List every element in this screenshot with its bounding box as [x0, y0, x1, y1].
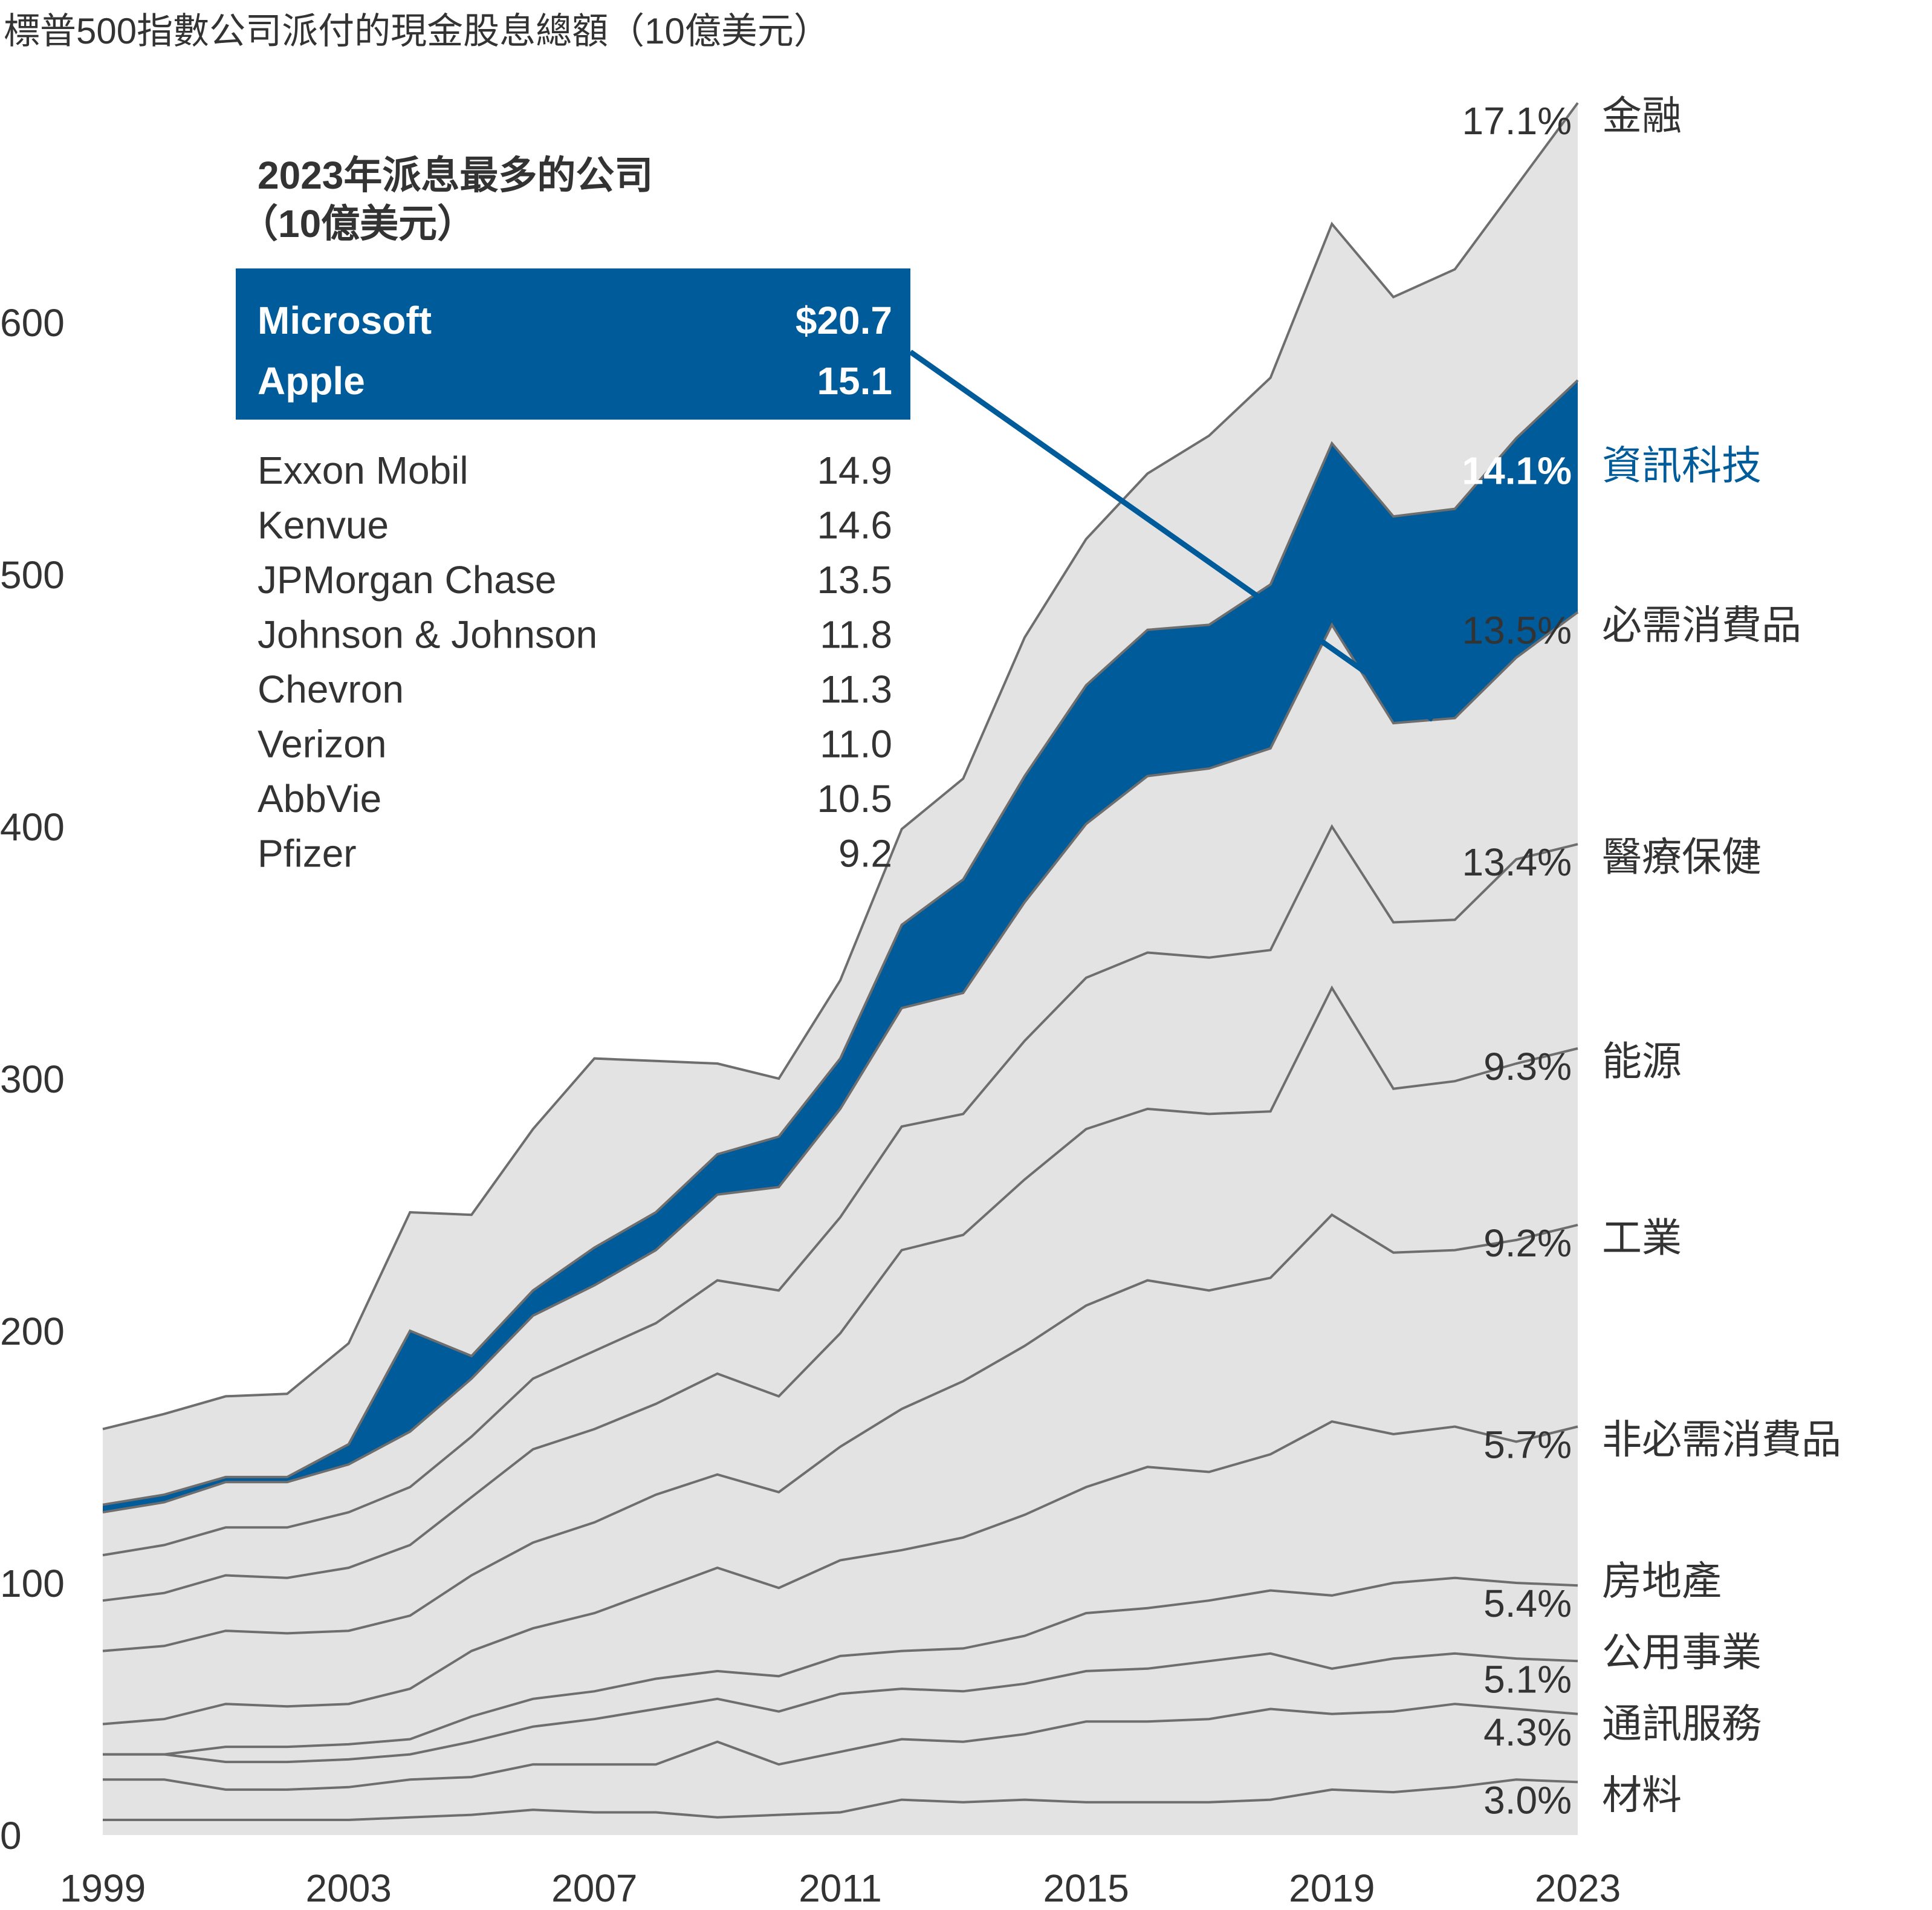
- top-payers-inset: 2023年派息最多的公司 （10億美元） Microsoft $20.7 Apple…: [236, 154, 1434, 875]
- line-公用事業: [103, 1652, 1578, 1764]
- pct-label-材料: 3.0%: [1483, 1778, 1572, 1822]
- highlight-value: $20.7: [796, 299, 892, 342]
- x-tick-label: 1999: [60, 1866, 146, 1910]
- line-金融: [102, 102, 1579, 1431]
- pct-label-通訊服務: 4.3%: [1483, 1710, 1572, 1754]
- sector-label-通訊服務: 通訊服務: [1602, 1701, 1762, 1746]
- company-value: 11.8: [820, 613, 892, 657]
- x-tick-label: 2015: [1043, 1866, 1129, 1910]
- area-公用事業: [103, 1653, 1578, 1790]
- x-tick-label: 2019: [1289, 1866, 1375, 1910]
- highlight-company: Microsoft: [258, 299, 432, 342]
- area-必需消費品: [103, 612, 1578, 1556]
- sector-label-資訊科技: 資訊科技: [1602, 443, 1762, 488]
- line-工業: [102, 1213, 1578, 1652]
- pct-label-房地產: 5.4%: [1483, 1582, 1572, 1625]
- company-name: Exxon Mobil: [258, 449, 468, 492]
- pct-label-資訊科技: 14.1%: [1462, 449, 1572, 493]
- sector-label-非必需消費品: 非必需消費品: [1602, 1417, 1841, 1462]
- area-非必需消費品: [103, 1421, 1578, 1755]
- company-name: Johnson & Johnson: [258, 613, 597, 657]
- pct-label-必需消費品: 13.5%: [1462, 609, 1572, 652]
- inset-title: 2023年派息最多的公司: [258, 154, 653, 197]
- sector-label-醫療保健: 醫療保健: [1602, 834, 1762, 879]
- x-tick-label: 2007: [551, 1866, 637, 1910]
- area-材料: [103, 1779, 1578, 1835]
- stacked-areas: [102, 102, 1579, 1835]
- company-list: Exxon Mobil 14.9 Kenvue 14.6 JPMorgan Chase 1…: [258, 449, 892, 875]
- pct-label-能源: 9.3%: [1483, 1045, 1572, 1088]
- y-tick-label: 600: [0, 301, 65, 345]
- line-醫療保健: [102, 823, 1578, 1557]
- area-醫療保健: [103, 827, 1578, 1601]
- highlight-company: Apple: [258, 359, 365, 403]
- company-value: 11.0: [820, 723, 892, 766]
- sector-label-必需消費品: 必需消費品: [1602, 603, 1801, 648]
- y-tick-label: 100: [0, 1562, 65, 1605]
- highlighted-companies: Microsoft $20.7 Apple 15.1: [258, 299, 892, 403]
- company-name: AbbVie: [258, 777, 381, 820]
- sector-label-能源: 能源: [1602, 1039, 1682, 1083]
- area-金融: [103, 103, 1578, 1505]
- chart-title: 標普500指數公司派付的現金股息總額（10億美元）: [4, 11, 830, 51]
- company-value: 10.5: [817, 777, 892, 820]
- area-工業: [103, 1215, 1578, 1724]
- company-name: Pfizer: [258, 832, 357, 875]
- y-tick-label: 400: [0, 805, 65, 849]
- y-tick-label: 300: [0, 1057, 65, 1101]
- highlight-box: [236, 268, 910, 420]
- line-資訊科技: [102, 379, 1579, 1506]
- y-tick-label: 200: [0, 1310, 65, 1353]
- company-value: 9.2: [838, 832, 892, 875]
- x-tick-label: 2011: [799, 1866, 882, 1910]
- company-name: Chevron: [258, 668, 404, 711]
- area-房地產: [103, 1577, 1578, 1762]
- inset-subtitle: （10億美元）: [239, 202, 476, 245]
- company-value: 14.6: [817, 504, 892, 547]
- percentage-labels: 3.0% 4.3% 5.1% 5.4% 5.7% 9.2% 9.3% 13.4% 13.5% 14…: [1462, 99, 1572, 1822]
- sector-label-材料: 材料: [1602, 1772, 1682, 1817]
- sector-label-工業: 工業: [1602, 1215, 1682, 1260]
- pct-label-非必需消費品: 5.7%: [1483, 1423, 1572, 1467]
- x-tick-label: 2003: [306, 1866, 392, 1910]
- area-資訊科技: [103, 380, 1578, 1513]
- sector-label-公用事業: 公用事業: [1602, 1629, 1762, 1674]
- callout-line: [909, 349, 1434, 722]
- company-value: 14.9: [817, 449, 892, 492]
- company-name: JPMorgan Chase: [258, 558, 556, 602]
- company-value: 13.5: [817, 558, 892, 602]
- company-name: Kenvue: [258, 504, 389, 547]
- area-能源: [103, 987, 1578, 1651]
- line-非必需消費品: [102, 1420, 1578, 1726]
- y-tick-label: 500: [0, 553, 65, 597]
- sector-label-金融: 金融: [1602, 93, 1682, 138]
- line-材料: [103, 1778, 1578, 1821]
- x-tick-label: 2023: [1535, 1866, 1621, 1910]
- pct-label-金融: 17.1%: [1462, 99, 1572, 143]
- line-能源: [102, 985, 1578, 1602]
- area-通訊服務: [103, 1704, 1578, 1820]
- company-value: 11.3: [820, 668, 892, 711]
- company-name: Verizon: [258, 723, 386, 766]
- line-必需消費品: [102, 611, 1579, 1514]
- pct-label-醫療保健: 13.4%: [1462, 840, 1572, 884]
- y-tick-label: 0: [0, 1814, 22, 1857]
- pct-label-工業: 9.2%: [1483, 1221, 1572, 1265]
- line-房地產: [103, 1576, 1578, 1756]
- x-axis: 1999 2003 2007 2011 2015 2019 2023: [60, 1866, 1621, 1910]
- y-axis: 0 100 200 300 400 500 600: [0, 301, 65, 1857]
- pct-label-公用事業: 5.1%: [1483, 1657, 1572, 1701]
- sector-label-房地產: 房地產: [1602, 1558, 1722, 1603]
- line-通訊服務: [103, 1703, 1578, 1791]
- highlight-value: 15.1: [817, 359, 892, 403]
